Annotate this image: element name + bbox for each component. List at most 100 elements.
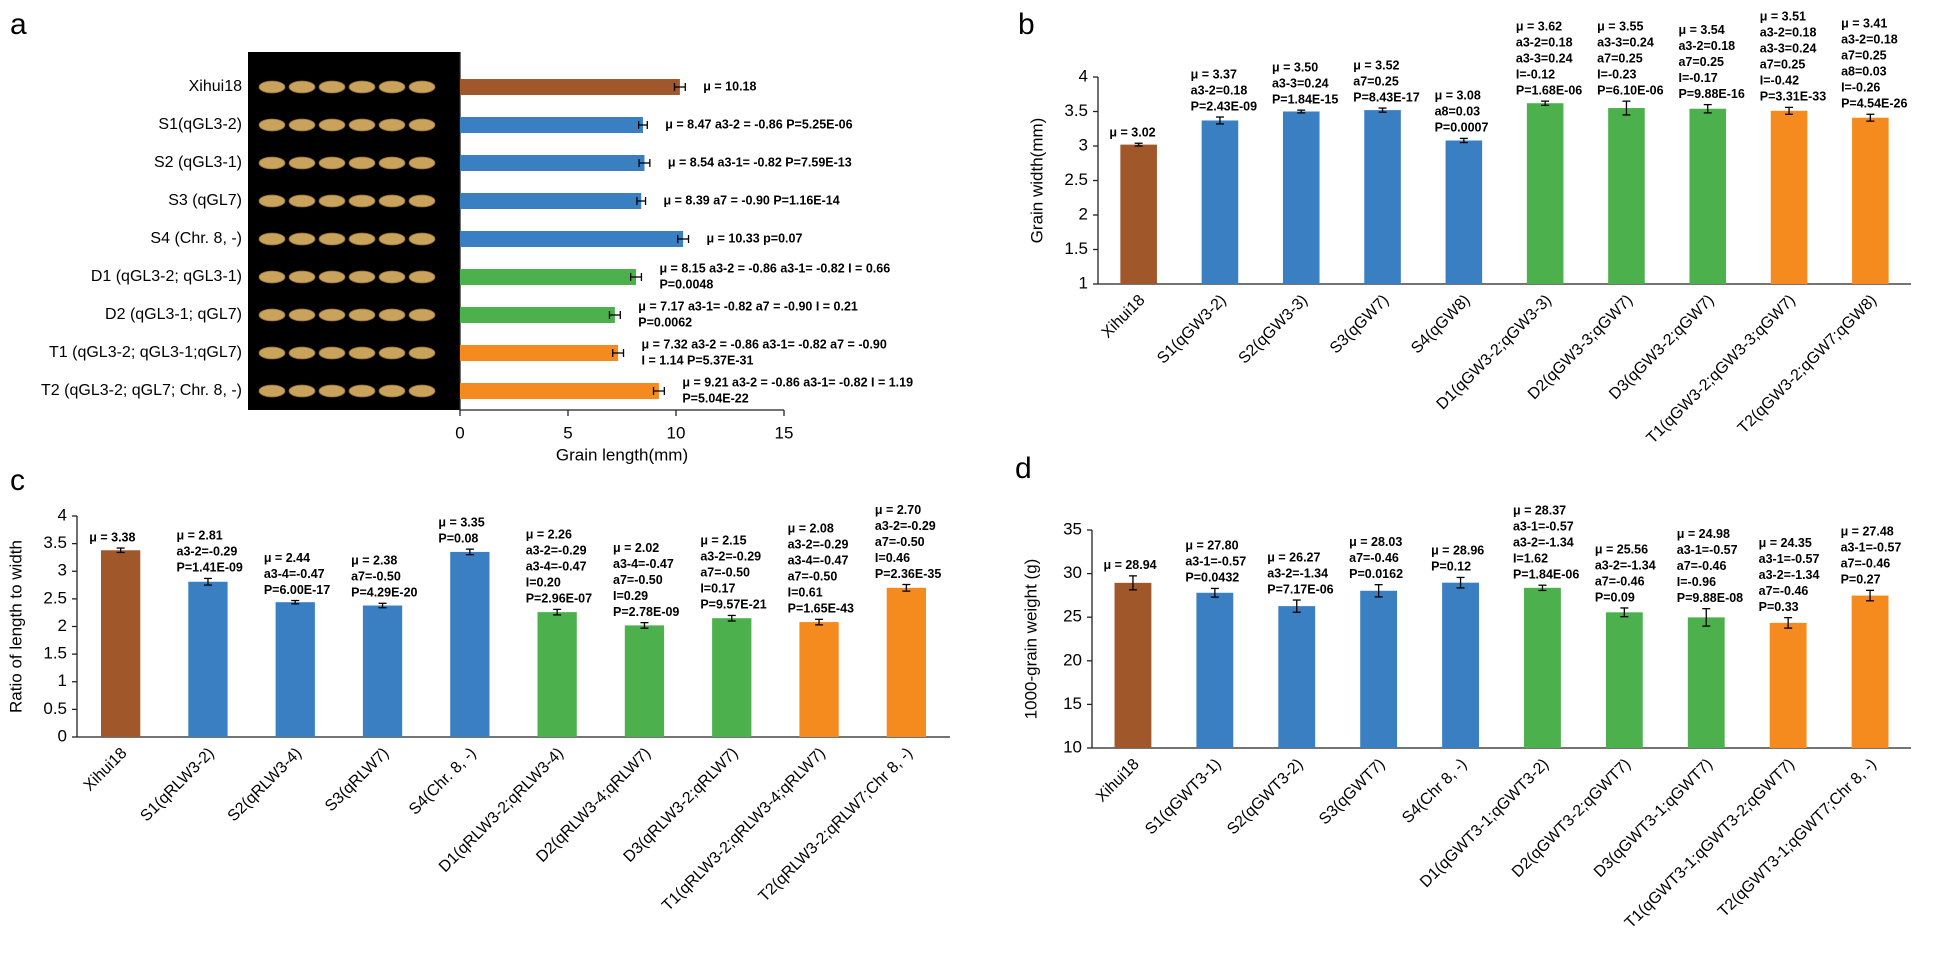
annotation: a8=0.03 <box>1841 65 1887 79</box>
annotation: μ = 24.35 <box>1759 536 1812 550</box>
error-bar <box>1456 576 1465 589</box>
grain <box>408 346 436 360</box>
annotation: I=-0.17 <box>1678 71 1717 85</box>
annotation: I=-0.42 <box>1760 74 1799 88</box>
bar <box>1605 612 1643 748</box>
grain <box>408 270 436 284</box>
error-bar <box>636 197 647 205</box>
annotation: P=9.57E-21 <box>700 598 766 612</box>
grain <box>318 118 346 132</box>
grain <box>348 194 376 208</box>
annotation: P=3.31E-33 <box>1760 90 1826 104</box>
grain <box>378 346 406 360</box>
annotation: a3-1=-0.57 <box>1513 519 1574 533</box>
y-axis-label: Ratio of length to width <box>6 540 25 713</box>
annotation: a7=-0.46 <box>1841 557 1891 571</box>
category-label: Xihui18 <box>189 78 242 95</box>
grain <box>408 384 436 398</box>
grain <box>348 118 376 132</box>
grain <box>258 118 286 132</box>
grain <box>348 270 376 284</box>
annotation: μ = 2.81 <box>177 529 223 543</box>
annotation: a7=-0.50 <box>351 570 401 584</box>
category-label: D1 (qGL3-2; qGL3-1) <box>91 268 242 285</box>
annotation: a3-1=-0.57 <box>1759 552 1820 566</box>
bar <box>460 155 645 171</box>
annotation: P=1.84E-06 <box>1513 567 1579 581</box>
annotation: μ = 3.62 <box>1516 19 1562 33</box>
y-tick-label: 3.5 <box>43 533 67 552</box>
annotation: μ = 2.02 <box>613 541 659 555</box>
annotation: a3-2=-0.29 <box>177 545 238 559</box>
annotation: P=0.12 <box>1431 560 1471 574</box>
y-tick-label: 0 <box>58 726 67 745</box>
bar <box>460 307 615 323</box>
annotation: I=1.62 <box>1513 551 1548 565</box>
bar <box>799 622 839 737</box>
annotation: P=1.68E-06 <box>1516 83 1582 97</box>
error-bar <box>638 159 651 167</box>
annotation: μ = 3.50 <box>1272 60 1318 74</box>
annotation: P=0.33 <box>1759 600 1799 614</box>
bar <box>188 581 228 737</box>
error-bar <box>1374 584 1383 598</box>
y-tick-label: 10 <box>1063 737 1082 756</box>
grain <box>348 80 376 94</box>
bar <box>460 193 642 209</box>
annotation: μ = 2.08 <box>788 522 834 536</box>
annotation: P=0.0062 <box>638 315 692 329</box>
annotation: a7=0.25 <box>1760 58 1806 72</box>
y-tick-label: 1 <box>1079 273 1088 292</box>
annotation: μ = 9.21 a3-2 = -0.86 a3-1= -0.82 I = 1.… <box>682 375 913 389</box>
bar <box>1201 120 1239 284</box>
annotation: μ = 26.27 <box>1267 550 1320 564</box>
error-bar <box>629 273 643 281</box>
grain <box>378 194 406 208</box>
bar <box>460 231 684 247</box>
error-bar <box>1866 113 1875 122</box>
error-bar <box>637 121 648 129</box>
annotation: P=4.54E-26 <box>1841 97 1907 111</box>
annotation: a8=0.03 <box>1435 105 1481 119</box>
category-label: T1 (qGL3-2; qGL3-1;qGL7) <box>49 344 242 361</box>
grain <box>288 80 316 94</box>
error-bar <box>612 349 625 357</box>
annotation: a3-2=-0.29 <box>526 544 587 558</box>
annotation: a7=0.25 <box>1678 55 1724 69</box>
annotation: μ = 8.47 a3-2 = -0.86 P=5.25E-06 <box>665 117 852 131</box>
panel-label: c <box>10 464 25 497</box>
bar <box>1852 117 1889 285</box>
bar <box>1120 144 1157 284</box>
annotation: a3-2=0.18 <box>1760 26 1817 40</box>
annotation: μ = 24.98 <box>1677 527 1730 541</box>
annotation: a3-1=-0.57 <box>1841 541 1902 555</box>
annotation: I=0.29 <box>613 589 648 603</box>
error-bar <box>1297 109 1306 114</box>
bar <box>1851 595 1889 748</box>
annotation: μ = 3.38 <box>89 530 135 544</box>
annotation: a3-3=0.24 <box>1760 42 1817 56</box>
grain <box>318 270 346 284</box>
annotation: P=2.36E-35 <box>875 567 941 581</box>
annotation: a3-4=-0.47 <box>788 554 849 568</box>
y-tick-label: 35 <box>1063 519 1082 538</box>
category-label: S1(qGL3-2) <box>158 116 242 133</box>
annotation: P=9.88E-08 <box>1677 591 1743 605</box>
annotation: a3-3=0.24 <box>1597 35 1654 49</box>
annotation: μ = 7.17 a3-1= -0.82 a7 = -0.90 I = 0.21 <box>638 299 858 313</box>
annotation: a3-2=-1.34 <box>1513 535 1574 549</box>
annotation: a7=-0.46 <box>1759 584 1809 598</box>
annotation: a3-2=-0.29 <box>788 538 849 552</box>
annotation: a7=0.25 <box>1597 51 1643 65</box>
grain <box>378 80 406 94</box>
grain <box>348 156 376 170</box>
annotation: a3-2=-1.34 <box>1267 566 1328 580</box>
error-bar <box>815 618 824 626</box>
annotation: μ = 3.08 <box>1435 89 1481 103</box>
bar <box>1114 582 1152 748</box>
grain <box>378 156 406 170</box>
annotation: μ = 2.44 <box>264 551 310 565</box>
bar <box>1360 590 1398 748</box>
y-tick-label: 3 <box>1079 135 1088 154</box>
bar <box>537 612 577 737</box>
